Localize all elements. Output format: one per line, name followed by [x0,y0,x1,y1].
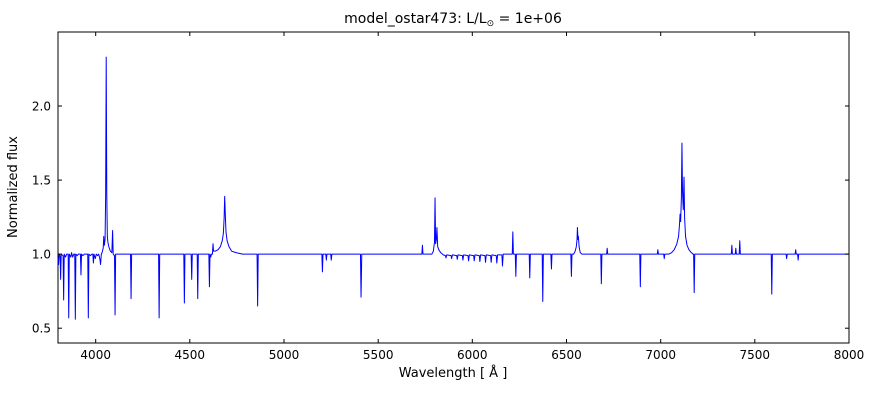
y-axis-label: Normalized flux [6,136,21,238]
x-tick-label: 8000 [834,348,865,362]
chart-title: model_ostar473: L/L⊙ = 1e+06 [344,11,562,29]
x-tick-label: 4000 [80,348,111,362]
chart-title-prefix: model_ostar473: L/L [344,11,487,27]
x-axis-label: Wavelength [ Å ] [399,365,508,381]
y-tick-label: 2.0 [32,100,51,114]
y-tick-label: 1.5 [32,174,51,188]
y-tick-label: 0.5 [32,322,51,336]
x-tick-label: 7500 [740,348,771,362]
y-tick-label: 1.0 [32,248,51,262]
x-tick-label: 5000 [269,348,300,362]
x-tick-label: 4500 [175,348,206,362]
plot-border [57,31,850,344]
y-axis-ticks [58,105,849,329]
x-axis-ticks [95,32,850,343]
x-tick-label: 6500 [551,348,582,362]
x-tick-label: 7000 [645,348,676,362]
x-axis-tick-labels: 4000 4500 5000 5500 6000 6500 7000 7500 8000 [80,348,864,362]
x-tick-label: 5500 [363,348,394,362]
x-tick-label: 6000 [457,348,488,362]
sun-symbol: ⊙ [487,19,495,29]
chart-title-suffix: = 1e+06 [494,11,562,27]
spectrum-line [57,56,850,320]
y-axis-tick-labels: 0.5 1.0 1.5 2.0 [32,100,51,336]
